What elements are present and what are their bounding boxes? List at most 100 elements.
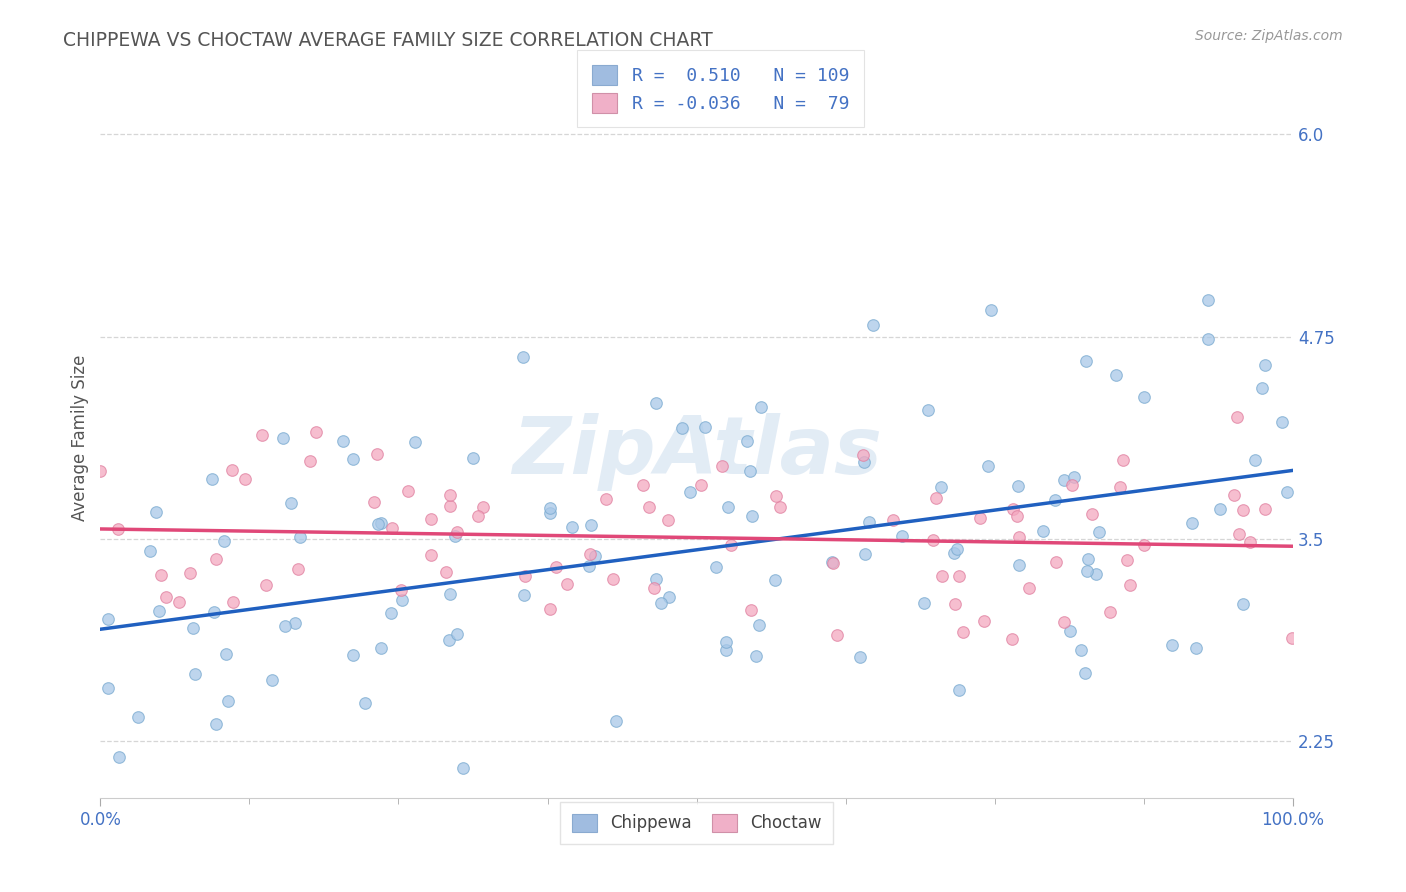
Point: [1271, 415, 1294, 429]
Point: [212, 533, 235, 548]
Point: [444, 528, 467, 542]
Point: [946, 541, 969, 556]
Point: [720, 538, 742, 552]
Point: [1043, 493, 1066, 508]
Point: [595, 492, 617, 507]
Point: [380, 606, 402, 620]
Point: [645, 395, 668, 409]
Point: [254, 578, 277, 592]
Point: [1254, 502, 1277, 516]
Point: [605, 714, 627, 728]
Point: [513, 569, 536, 583]
Point: [977, 458, 1000, 473]
Point: [250, 427, 273, 442]
Point: [205, 717, 228, 731]
Point: [638, 500, 661, 515]
Point: [150, 567, 173, 582]
Point: [145, 505, 167, 519]
Point: [363, 494, 385, 508]
Point: [148, 604, 170, 618]
Point: [931, 568, 953, 582]
Point: [395, 834, 418, 848]
Point: [1277, 484, 1299, 499]
Point: [179, 566, 201, 580]
Point: [740, 603, 762, 617]
Point: [1161, 638, 1184, 652]
Point: [1088, 524, 1111, 539]
Point: [716, 635, 738, 649]
Point: [342, 648, 364, 662]
Point: [546, 560, 568, 574]
Point: [690, 477, 713, 491]
Point: [1085, 567, 1108, 582]
Point: [1070, 643, 1092, 657]
Point: [1181, 516, 1204, 530]
Point: [167, 595, 190, 609]
Point: [710, 458, 733, 473]
Point: [446, 627, 468, 641]
Point: [858, 515, 880, 529]
Point: [89, 464, 111, 478]
Point: [1197, 293, 1219, 308]
Point: [948, 569, 970, 583]
Point: [1226, 410, 1249, 425]
Point: [1001, 502, 1024, 516]
Point: [973, 614, 995, 628]
Point: [288, 530, 311, 544]
Point: [1077, 552, 1099, 566]
Point: [644, 572, 666, 586]
Point: [1184, 641, 1206, 656]
Point: [1132, 390, 1154, 404]
Point: [921, 533, 943, 548]
Point: [370, 516, 392, 530]
Point: [657, 513, 679, 527]
Point: [738, 464, 761, 478]
Point: [1008, 530, 1031, 544]
Point: [389, 582, 412, 597]
Point: [366, 447, 388, 461]
Point: [463, 450, 485, 465]
Point: [717, 500, 740, 515]
Point: [127, 710, 149, 724]
Point: [1239, 534, 1261, 549]
Point: [943, 597, 966, 611]
Point: [538, 601, 561, 615]
Point: [335, 838, 357, 853]
Point: [97, 612, 120, 626]
Point: [202, 605, 225, 619]
Point: [538, 500, 561, 515]
Point: [671, 421, 693, 435]
Point: [980, 303, 1002, 318]
Point: [419, 512, 441, 526]
Point: [540, 506, 562, 520]
Point: [1112, 452, 1135, 467]
Point: [305, 425, 328, 439]
Point: [437, 633, 460, 648]
Point: [765, 489, 787, 503]
Point: [215, 647, 238, 661]
Point: [1076, 564, 1098, 578]
Point: [714, 643, 737, 657]
Point: [108, 750, 131, 764]
Point: [1254, 358, 1277, 372]
Point: [704, 559, 727, 574]
Point: [439, 499, 461, 513]
Point: [912, 596, 935, 610]
Point: [581, 517, 603, 532]
Point: [1008, 558, 1031, 573]
Point: [583, 549, 606, 563]
Point: [342, 451, 364, 466]
Point: [1099, 605, 1122, 619]
Point: [262, 673, 284, 688]
Point: [1281, 631, 1303, 645]
Point: [763, 573, 786, 587]
Point: [181, 621, 204, 635]
Point: [658, 591, 681, 605]
Point: [917, 403, 939, 417]
Point: [1060, 477, 1083, 491]
Point: [1007, 478, 1029, 492]
Point: [821, 555, 844, 569]
Point: [891, 528, 914, 542]
Point: [1053, 615, 1076, 629]
Legend: Chippewa, Choctaw: Chippewa, Choctaw: [560, 802, 834, 844]
